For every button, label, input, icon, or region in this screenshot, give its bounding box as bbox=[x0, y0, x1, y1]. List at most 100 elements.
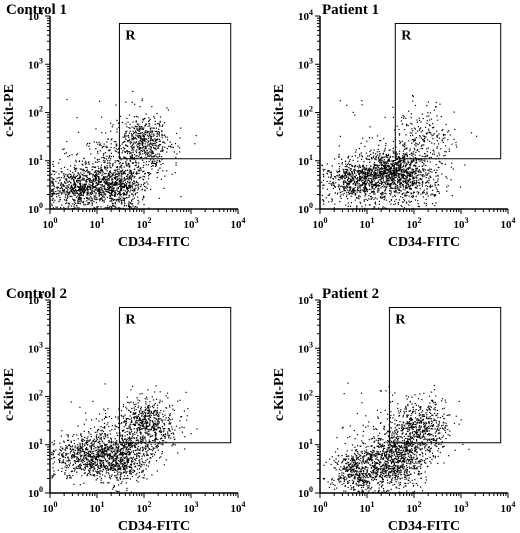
data-point bbox=[76, 192, 78, 194]
data-point bbox=[131, 147, 133, 149]
data-point bbox=[365, 189, 367, 192]
data-point bbox=[74, 449, 76, 451]
data-point bbox=[418, 165, 420, 167]
data-point bbox=[380, 161, 382, 164]
data-point bbox=[119, 185, 121, 187]
data-point bbox=[53, 470, 55, 472]
data-point bbox=[364, 170, 366, 172]
data-point bbox=[57, 190, 59, 192]
data-point bbox=[98, 173, 100, 175]
data-point bbox=[80, 187, 82, 189]
data-point bbox=[127, 187, 129, 189]
data-point bbox=[101, 184, 103, 186]
data-point bbox=[52, 161, 54, 163]
data-point bbox=[150, 136, 152, 138]
data-point bbox=[417, 126, 419, 128]
data-point bbox=[67, 439, 70, 441]
data-point bbox=[97, 166, 99, 168]
data-point bbox=[392, 140, 395, 143]
data-point bbox=[396, 162, 398, 164]
data-point bbox=[114, 184, 117, 187]
data-point bbox=[91, 204, 93, 206]
data-point bbox=[414, 156, 416, 159]
data-point bbox=[149, 131, 151, 133]
data-point bbox=[390, 167, 392, 169]
data-point bbox=[357, 188, 359, 191]
data-point bbox=[374, 161, 376, 164]
data-point bbox=[339, 201, 341, 203]
data-point bbox=[131, 193, 133, 195]
data-point bbox=[359, 166, 362, 168]
data-point bbox=[67, 191, 69, 193]
data-point bbox=[125, 101, 127, 103]
data-point bbox=[398, 155, 400, 158]
data-point bbox=[436, 169, 438, 171]
data-point bbox=[385, 188, 387, 190]
data-point bbox=[391, 160, 393, 162]
data-point bbox=[76, 452, 78, 454]
data-point bbox=[342, 175, 344, 177]
data-point bbox=[388, 158, 390, 161]
data-point bbox=[321, 194, 323, 196]
data-point bbox=[433, 109, 435, 111]
data-point bbox=[63, 172, 65, 175]
data-point bbox=[153, 133, 155, 135]
data-point bbox=[349, 180, 351, 182]
data-point bbox=[420, 193, 422, 195]
data-point bbox=[378, 144, 380, 146]
data-point bbox=[128, 185, 130, 187]
data-point bbox=[361, 104, 363, 106]
data-point bbox=[77, 172, 79, 174]
data-point bbox=[107, 184, 109, 186]
data-point bbox=[67, 453, 69, 455]
data-point bbox=[130, 176, 132, 178]
data-point bbox=[327, 169, 329, 172]
data-point bbox=[387, 178, 389, 180]
data-point bbox=[336, 171, 338, 174]
data-point bbox=[410, 192, 412, 194]
data-point bbox=[102, 196, 104, 198]
data-point bbox=[100, 186, 102, 188]
data-point bbox=[86, 188, 88, 190]
data-point bbox=[420, 137, 422, 139]
data-point bbox=[74, 452, 76, 454]
data-point bbox=[437, 134, 439, 137]
data-point bbox=[86, 475, 88, 477]
data-point bbox=[60, 435, 62, 437]
data-point bbox=[447, 185, 449, 187]
data-point bbox=[55, 171, 57, 173]
data-point bbox=[81, 191, 83, 193]
data-point bbox=[79, 446, 81, 448]
data-point bbox=[408, 171, 410, 173]
data-point bbox=[355, 193, 357, 195]
data-point bbox=[87, 142, 89, 145]
data-point bbox=[406, 167, 408, 169]
data-point bbox=[69, 474, 71, 477]
data-point bbox=[394, 190, 396, 192]
data-point bbox=[63, 440, 65, 442]
data-point bbox=[92, 444, 94, 446]
data-point bbox=[358, 174, 361, 176]
data-point bbox=[69, 203, 71, 205]
data-point bbox=[107, 138, 109, 140]
data-point bbox=[77, 438, 79, 440]
data-point bbox=[104, 176, 106, 178]
data-point bbox=[152, 127, 154, 129]
data-point bbox=[95, 194, 97, 196]
data-point bbox=[131, 134, 133, 136]
data-point bbox=[79, 183, 82, 185]
data-point bbox=[138, 130, 140, 132]
data-point bbox=[93, 197, 95, 199]
data-point bbox=[380, 164, 382, 167]
data-point bbox=[354, 165, 356, 167]
data-point bbox=[388, 176, 390, 178]
data-point bbox=[166, 136, 168, 138]
data-point bbox=[398, 134, 401, 136]
data-point bbox=[58, 454, 60, 456]
data-point bbox=[411, 173, 414, 175]
data-point bbox=[398, 128, 400, 131]
data-point bbox=[147, 134, 149, 136]
data-point bbox=[51, 181, 53, 183]
data-point bbox=[142, 170, 144, 172]
data-point bbox=[119, 197, 121, 199]
